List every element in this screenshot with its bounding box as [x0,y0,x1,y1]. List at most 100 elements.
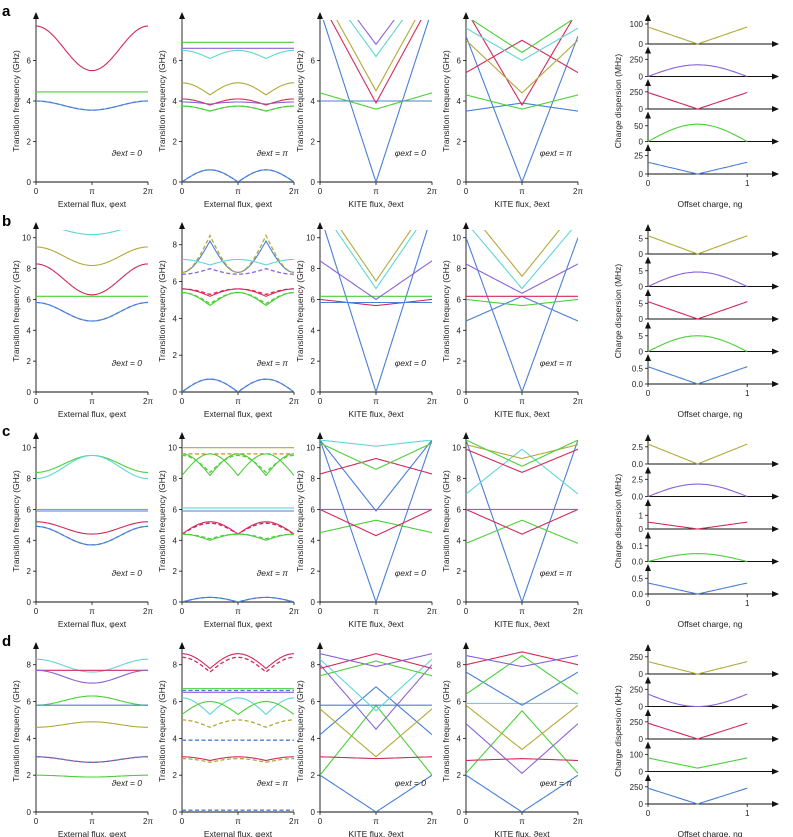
series-line-purple-6 [320,664,432,731]
x-axis-arrow [772,703,779,710]
series-line-olive-7 [182,719,294,729]
series-line-purple-4 [466,263,578,294]
x-axis-arrow [772,558,779,565]
x-tick-label: π [89,187,95,196]
x-tick-label: 0 [646,809,651,818]
series-line-red-8 [182,522,294,535]
annotation-label: φext = π [540,148,573,158]
x-tick-label: 0 [646,389,651,398]
x-tick-label: 0 [646,179,651,188]
series-line-cyan-5 [348,20,404,58]
y-tick-label: 5 [639,234,644,243]
series-line-green-2 [466,94,578,110]
series-line-red-3 [330,20,422,105]
y-axis-arrow [33,12,39,19]
x-axis-label: Offset charge, ng [677,619,742,629]
y-tick-label: 0 [173,388,178,397]
series-line-red-2 [320,508,432,537]
series-line-cyan-7 [320,658,432,712]
y-axis-arrow [645,531,651,539]
series-line-blue-11 [182,596,294,602]
y-tick-label: 4 [457,734,462,743]
y-axis-arrow [645,499,651,506]
x-axis-label: KITE flux, ϑext [494,409,550,419]
series-line-olive-10 [182,757,294,763]
y-tick-label: 6 [173,698,178,707]
series-line-blue-0 [466,774,578,812]
y-tick-label: 8 [27,661,32,670]
y-tick-label: 100 [630,20,644,29]
y-tick-label: 6 [27,295,32,304]
y-tick-label: 10 [452,444,461,453]
x-tick-label: π [519,607,525,616]
charge-subplot-5: 25 00 1 [634,144,779,188]
y-axis-label: Transition frequency (GHz) [295,680,305,782]
charge-line-purple [647,483,748,498]
y-tick-label: 2 [27,138,32,147]
y-tick-label: 10 [22,234,31,243]
x-tick-label: 2π [289,187,299,196]
y-axis-arrow [179,432,185,439]
series-line-green-1 [320,519,432,534]
y-tick-label: 0 [639,250,644,259]
x-axis-label: KITE flux, ϑext [348,619,404,629]
series-line-cyan-7 [320,440,432,447]
series-line-purple-10 [320,653,432,668]
series-line-olive-5 [466,39,578,94]
y-tick-label: 8 [173,661,178,670]
series-line-olive-6 [483,230,561,278]
series-line-red-5 [466,448,578,473]
panel-b-4: 0 2 4 6 8 10 0 π 2π KITE flux, ϑext Transition fre… [441,222,583,419]
y-tick-label: 4 [457,326,462,335]
y-axis-arrow [645,46,651,54]
series-line-olive-5 [36,721,148,728]
series-line-red-3 [466,39,578,74]
x-axis-arrow [772,736,779,742]
y-tick-label: 0 [311,178,316,187]
x-tick-label: 0 [464,817,469,826]
row-label-b: b [2,213,11,230]
series-line-green-7 [471,20,573,54]
y-tick-label: 0 [27,808,32,817]
panel-d-1: 0 2 4 6 8 0 π 2π External flux, φext Transition f… [11,642,153,837]
series-line-green-4 [182,454,294,474]
series-line-blue-0 [320,440,432,602]
panel-a-3: 0 2 4 6 0 π 2π KITE flux, ϑext Transition freque… [295,12,437,209]
y-tick-label: 6 [311,698,316,707]
series-line-blue-0 [466,237,578,392]
series-group [182,653,294,811]
y-axis-arrow [645,466,651,474]
y-tick-label: 0 [311,388,316,397]
row-label-c: c [2,423,10,440]
series-line-red-7 [182,521,294,535]
y-tick-label: 10 [306,444,315,453]
y-tick-label: 0 [639,348,644,357]
y-tick-label: 0 [639,105,644,114]
series-line-green-3 [36,695,148,706]
y-axis-arrow [645,321,651,329]
x-tick-label: π [235,397,241,406]
series-group [182,41,294,182]
y-axis-label: Transition frequency (GHz) [441,680,451,782]
y-tick-label: 8 [457,265,462,274]
x-axis-label: KITE flux, ϑext [348,829,404,837]
series-line-green-8 [36,774,148,778]
panel-a-2: 0 2 4 6 0 π 2π External flux, φext Transition fr… [157,12,299,209]
x-tick-label: 2π [143,817,153,826]
y-tick-label: 0 [639,670,644,679]
series-line-blue-6 [36,525,148,546]
x-axis-arrow [772,106,779,112]
y-tick-label: 0 [639,283,644,292]
x-tick-label: π [235,817,241,826]
series-group [320,230,432,392]
series-group [182,447,294,602]
y-tick-label: 2 [311,771,316,780]
panel-c-3: 0 2 4 6 8 10 0 π 2π KITE flux, ϑext Transition fre… [295,432,437,629]
series-line-cyan-5 [471,230,573,290]
y-axis-arrow [645,676,651,684]
x-axis-arrow [772,283,779,290]
series-line-blue-6 [466,671,578,706]
